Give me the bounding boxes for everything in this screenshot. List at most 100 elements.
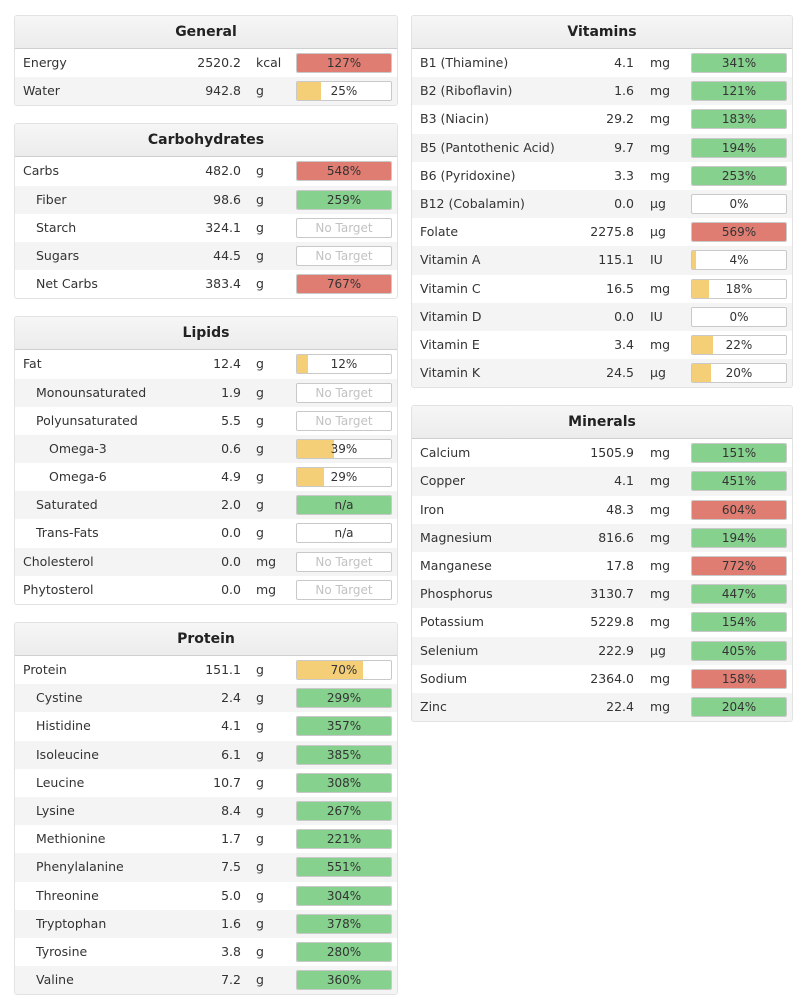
nutrient-row-b1-thiamine[interactable]: B1 (Thiamine) 4.1 mg 341% (412, 49, 792, 77)
target-progress-bar: No Target (296, 410, 392, 431)
nutrient-row-b5-pantothenic-acid[interactable]: B5 (Pantothenic Acid) 9.7 mg 194% (412, 133, 792, 162)
nutrient-row-monounsaturated[interactable]: Monounsaturated 1.9 g No Target (15, 378, 397, 407)
nutrient-row-energy[interactable]: Energy 2520.2 kcal 127% (15, 49, 397, 77)
nutrient-row-phosphorus[interactable]: Phosphorus 3130.7 mg 447% (412, 580, 792, 609)
nutrient-name: Trans-Fats (36, 525, 99, 541)
target-progress-bar: 360% (296, 970, 392, 991)
progress-fill (297, 468, 325, 487)
nutrient-row-fiber[interactable]: Fiber 98.6 g 259% (15, 185, 397, 214)
progress-fill (297, 54, 391, 72)
nutrient-row-iron[interactable]: Iron 48.3 mg 604% (412, 496, 792, 524)
nutrient-row-tryptophan[interactable]: Tryptophan 1.6 g 378% (15, 909, 397, 938)
carbohydrates-panel: Carbohydrates Carbs 482.0 g 548% Fiber 98.6 g 25… (14, 123, 398, 300)
nutrient-row-net-carbs[interactable]: Net Carbs 383.4 g 767% (15, 270, 397, 298)
nutrient-row-vitamin-k[interactable]: Vitamin K 24.5 µg 20% (412, 359, 792, 388)
nutrient-row-copper[interactable]: Copper 4.1 mg 451% (412, 467, 792, 496)
nutrient-amount: 44.5 (213, 247, 241, 263)
nutrient-row-lysine[interactable]: Lysine 8.4 g 267% (15, 796, 397, 826)
nutrient-row-polyunsaturated[interactable]: Polyunsaturated 5.5 g No Target (15, 407, 397, 435)
nutrient-row-trans-fats[interactable]: Trans-Fats 0.0 g n/a (15, 519, 397, 547)
nutrient-row-vitamin-a[interactable]: Vitamin A 115.1 IU 4% (412, 246, 792, 275)
nutrient-row-protein[interactable]: Protein 151.1 g 70% (15, 656, 397, 684)
progress-fill (692, 585, 786, 604)
nutrient-row-water[interactable]: Water 942.8 g 25% (15, 77, 397, 106)
nutrient-unit: mg (650, 445, 671, 461)
nutrient-unit: g (256, 469, 264, 485)
target-progress-bar: 451% (691, 471, 787, 492)
target-progress-bar: 204% (691, 696, 787, 717)
nutrient-unit: g (256, 915, 264, 931)
nutrient-row-cholesterol[interactable]: Cholesterol 0.0 mg No Target (15, 547, 397, 576)
target-progress-bar: 357% (296, 716, 392, 737)
nutrient-row-omega-3[interactable]: Omega-3 0.6 g 39% (15, 434, 397, 464)
progress-fill (692, 166, 786, 185)
nutrient-row-sugars[interactable]: Sugars 44.5 g No Target (15, 241, 397, 271)
nutrient-row-phenylalanine[interactable]: Phenylalanine 7.5 g 551% (15, 853, 397, 882)
nutrient-name: Saturated (36, 497, 98, 513)
nutrient-row-manganese[interactable]: Manganese 17.8 mg 772% (412, 552, 792, 580)
nutrient-unit: kcal (256, 55, 282, 70)
progress-fill (692, 528, 786, 547)
carbohydrates-header: Carbohydrates (15, 124, 397, 158)
nutrient-name: Phosphorus (420, 586, 493, 602)
nutrient-name: Protein (23, 662, 67, 677)
nutrient-row-valine[interactable]: Valine 7.2 g 360% (15, 966, 397, 995)
progress-label: 70% (330, 663, 358, 677)
target-progress-bar: 304% (296, 885, 392, 906)
nutrient-row-cystine[interactable]: Cystine 2.4 g 299% (15, 684, 397, 713)
nutrient-amount: 2275.8 (590, 224, 634, 240)
nutrient-unit: mg (256, 581, 277, 597)
nutrient-row-selenium[interactable]: Selenium 222.9 µg 405% (412, 636, 792, 665)
nutrient-row-vitamin-c[interactable]: Vitamin C 16.5 mg 18% (412, 275, 792, 303)
nutrient-amount: 4.1 (614, 55, 634, 70)
target-progress-bar: 378% (296, 913, 392, 934)
nutrient-row-vitamin-d[interactable]: Vitamin D 0.0 IU 0% (412, 302, 792, 331)
nutrient-row-vitamin-e[interactable]: Vitamin E 3.4 mg 22% (412, 331, 792, 359)
target-progress-bar: 12% (296, 354, 392, 375)
progress-fill (692, 364, 711, 383)
nutrient-name: Cystine (36, 690, 83, 706)
nutrient-row-b12-cobalamin[interactable]: B12 (Cobalamin) 0.0 µg 0% (412, 189, 792, 219)
nutrient-row-starch[interactable]: Starch 324.1 g No Target (15, 214, 397, 242)
nutrient-row-carbs[interactable]: Carbs 482.0 g 548% (15, 157, 397, 185)
nutrient-row-fat[interactable]: Fat 12.4 g 12% (15, 350, 397, 378)
nutrient-row-histidine[interactable]: Histidine 4.1 g 357% (15, 712, 397, 740)
target-progress-bar: No Target (296, 579, 392, 600)
nutrient-row-b6-pyridoxine[interactable]: B6 (Pyridoxine) 3.3 mg 253% (412, 162, 792, 190)
target-progress-bar: 551% (296, 857, 392, 878)
nutrient-row-b3-niacin[interactable]: B3 (Niacin) 29.2 mg 183% (412, 105, 792, 133)
progress-label: 767% (326, 277, 362, 292)
progress-label: 451% (721, 474, 757, 489)
nutrient-row-leucine[interactable]: Leucine 10.7 g 308% (15, 769, 397, 797)
nutrient-row-sodium[interactable]: Sodium 2364.0 mg 158% (412, 665, 792, 693)
nutrient-unit: mg (650, 501, 671, 517)
progress-fill (297, 162, 391, 181)
nutrient-row-folate[interactable]: Folate 2275.8 µg 569% (412, 218, 792, 246)
nutrient-row-omega-6[interactable]: Omega-6 4.9 g 29% (15, 463, 397, 491)
progress-label: 569% (721, 225, 757, 240)
nutrient-row-magnesium[interactable]: Magnesium 816.6 mg 194% (412, 523, 792, 552)
nutrient-row-saturated[interactable]: Saturated 2.0 g n/a (15, 491, 397, 520)
nutrient-amount: 942.8 (205, 83, 241, 99)
nutrient-row-zinc[interactable]: Zinc 22.4 mg 204% (412, 692, 792, 722)
nutrient-name: Water (23, 83, 60, 99)
nutrient-row-phytosterol[interactable]: Phytosterol 0.0 mg No Target (15, 576, 397, 604)
nutrient-row-tyrosine[interactable]: Tyrosine 3.8 g 280% (15, 938, 397, 966)
nutrient-row-calcium[interactable]: Calcium 1505.9 mg 151% (412, 439, 792, 467)
nutrient-name: B1 (Thiamine) (420, 55, 509, 70)
progress-label: 194% (721, 140, 757, 155)
nutrient-unit: g (256, 191, 264, 207)
nutrient-row-b2-riboflavin[interactable]: B2 (Riboflavin) 1.6 mg 121% (412, 77, 792, 106)
nutrient-unit: g (256, 525, 264, 541)
nutrient-row-threonine[interactable]: Threonine 5.0 g 304% (15, 882, 397, 910)
progress-label: 604% (721, 502, 757, 517)
nutrient-row-potassium[interactable]: Potassium 5229.8 mg 154% (412, 608, 792, 636)
nutrient-amount: 12.4 (213, 356, 241, 372)
nutrient-row-isoleucine[interactable]: Isoleucine 6.1 g 385% (15, 740, 397, 769)
progress-fill (297, 355, 309, 374)
progress-fill (692, 669, 786, 688)
nutrient-unit: g (256, 83, 264, 99)
nutrient-row-methionine[interactable]: Methionine 1.7 g 221% (15, 825, 397, 853)
progress-label: 551% (326, 860, 362, 875)
progress-label: 548% (326, 164, 362, 179)
